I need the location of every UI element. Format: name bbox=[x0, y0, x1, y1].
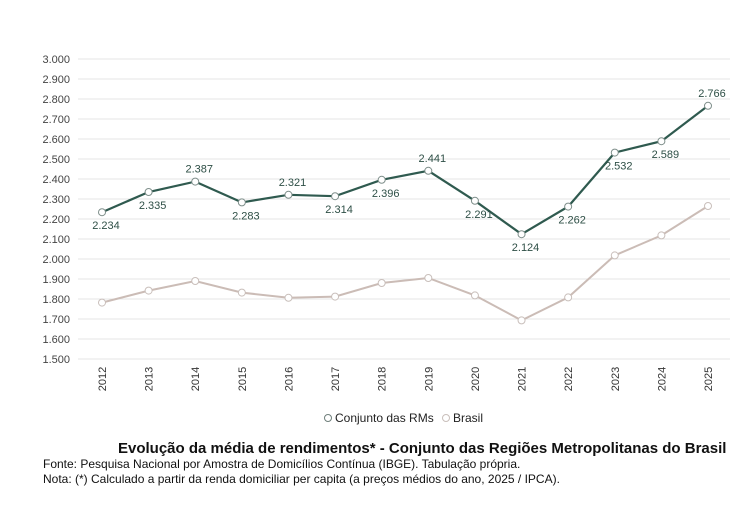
x-tick-label: 2018 bbox=[377, 367, 389, 391]
y-tick-label: 1.600 bbox=[42, 334, 70, 346]
data-label: 2.262 bbox=[558, 215, 586, 227]
data-point bbox=[98, 208, 106, 217]
data-point bbox=[704, 202, 712, 210]
legend-marker-brasil bbox=[442, 414, 450, 422]
legend: Conjunto das RMs Brasil bbox=[324, 411, 483, 425]
series-line-brasil bbox=[101, 205, 709, 322]
data-label: 2.396 bbox=[372, 188, 400, 200]
data-point bbox=[610, 148, 619, 157]
x-tick-label: 2021 bbox=[517, 367, 529, 391]
data-point bbox=[470, 291, 479, 300]
series-layer: 2.234 2.335 2.387 2.283 2.321 2.314 2.396 2.441… bbox=[92, 88, 726, 325]
x-tick-label: 2023 bbox=[610, 367, 622, 391]
data-point bbox=[424, 274, 433, 282]
y-tick-label: 2.000 bbox=[42, 254, 70, 266]
data-label: 2.335 bbox=[139, 200, 167, 212]
y-tick-label: 2.200 bbox=[42, 214, 70, 226]
data-label: 2.589 bbox=[652, 149, 680, 161]
y-tick-label: 2.600 bbox=[42, 134, 70, 146]
data-point bbox=[470, 196, 479, 205]
y-tick-label: 2.700 bbox=[42, 114, 70, 126]
figure-caption: Evolução da média de rendimentos* - Conj… bbox=[43, 440, 733, 487]
data-point bbox=[191, 177, 200, 186]
data-label: 2.234 bbox=[92, 220, 120, 232]
x-axis: 2012 2013 2014 2015 2016 2017 2018 2019 2020 2021… bbox=[97, 367, 715, 391]
legend-marker-conjunto-rms bbox=[324, 414, 332, 422]
y-tick-label: 1.500 bbox=[42, 354, 70, 366]
data-point bbox=[144, 188, 153, 196]
data-point bbox=[284, 293, 293, 302]
data-label: 2.766 bbox=[698, 88, 726, 100]
data-point bbox=[191, 277, 200, 285]
grid-lines bbox=[78, 58, 730, 360]
data-point bbox=[424, 166, 433, 175]
data-point bbox=[377, 175, 386, 184]
data-point bbox=[284, 190, 293, 199]
x-tick-label: 2012 bbox=[97, 367, 109, 391]
legend-label-conjunto-rms: Conjunto das RMs bbox=[335, 411, 434, 425]
data-point bbox=[98, 298, 106, 307]
y-tick-label: 2.800 bbox=[42, 94, 70, 106]
data-label: 2.441 bbox=[419, 153, 447, 165]
legend-label-brasil: Brasil bbox=[453, 411, 483, 425]
data-point bbox=[657, 231, 666, 240]
y-axis: 1.500 1.600 1.700 1.800 1.900 2.000 2.100 2.200… bbox=[42, 54, 70, 366]
series-line-conjunto-rms bbox=[101, 104, 709, 236]
caption-note: Nota: (*) Calculado a partir da renda do… bbox=[43, 472, 560, 486]
y-tick-label: 1.700 bbox=[42, 314, 70, 326]
data-point bbox=[564, 202, 573, 211]
x-tick-label: 2025 bbox=[703, 367, 715, 391]
data-point bbox=[517, 316, 526, 325]
y-tick-label: 1.900 bbox=[42, 274, 70, 286]
x-tick-label: 2014 bbox=[190, 367, 202, 391]
x-tick-label: 2015 bbox=[237, 367, 249, 391]
data-point bbox=[237, 288, 246, 297]
data-point bbox=[144, 286, 153, 295]
data-label: 2.387 bbox=[185, 164, 213, 176]
data-point bbox=[610, 251, 619, 260]
data-point bbox=[331, 292, 340, 301]
data-label: 2.291 bbox=[465, 209, 493, 221]
x-tick-label: 2020 bbox=[470, 367, 482, 391]
y-tick-label: 2.300 bbox=[42, 194, 70, 206]
data-point bbox=[564, 293, 573, 302]
data-label: 2.532 bbox=[605, 161, 633, 173]
x-tick-label: 2016 bbox=[283, 367, 295, 391]
data-label: 2.314 bbox=[325, 204, 353, 216]
y-tick-label: 1.800 bbox=[42, 294, 70, 306]
y-tick-label: 2.500 bbox=[42, 154, 70, 166]
y-tick-label: 3.000 bbox=[42, 54, 70, 66]
data-point bbox=[657, 137, 666, 146]
caption-title: Evolução da média de rendimentos* - Conj… bbox=[118, 440, 727, 457]
caption-source: Fonte: Pesquisa Nacional por Amostra de … bbox=[43, 457, 521, 471]
x-tick-label: 2024 bbox=[656, 367, 668, 391]
y-tick-label: 2.900 bbox=[42, 74, 70, 86]
x-tick-label: 2017 bbox=[330, 367, 342, 391]
data-label: 2.321 bbox=[279, 177, 307, 189]
x-tick-label: 2022 bbox=[563, 367, 575, 391]
data-point bbox=[377, 279, 386, 287]
data-label: 2.283 bbox=[232, 210, 260, 222]
data-label: 2.124 bbox=[512, 242, 540, 254]
y-tick-label: 2.400 bbox=[42, 174, 70, 186]
x-tick-label: 2019 bbox=[423, 367, 435, 391]
data-point bbox=[517, 230, 526, 239]
data-point bbox=[704, 101, 712, 110]
data-point bbox=[331, 192, 340, 201]
line-chart: 1.500 1.600 1.700 1.800 1.900 2.000 2.100 2.200… bbox=[42, 54, 730, 425]
x-tick-label: 2013 bbox=[144, 367, 156, 391]
data-point bbox=[237, 198, 246, 207]
y-tick-label: 2.100 bbox=[42, 234, 70, 246]
